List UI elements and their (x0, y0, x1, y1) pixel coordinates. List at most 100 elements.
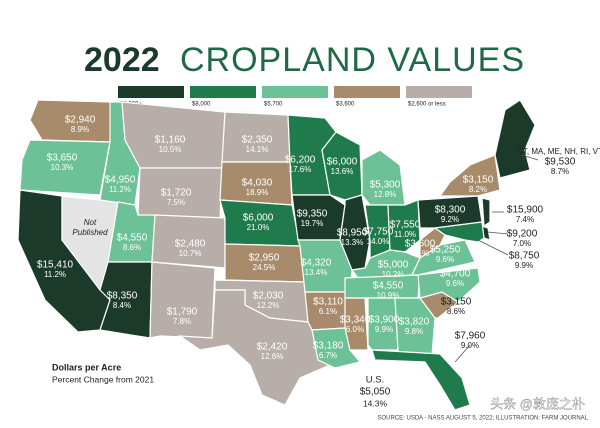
state-change: 8.7% (551, 167, 569, 176)
state-change: 19.7% (301, 219, 324, 228)
state-change: 8.2% (469, 185, 487, 194)
state-change: 10.7% (179, 249, 202, 258)
state-value: $7,550 (390, 220, 421, 231)
state-note: Published (72, 228, 108, 237)
state (419, 227, 446, 260)
state-change: 11.2% (109, 185, 131, 194)
state-change: 8.1% (411, 249, 429, 258)
state-value: $1,160 (155, 135, 186, 146)
state-value: $8,300 (435, 205, 466, 216)
state-value: $8,350 (107, 291, 138, 302)
state-value: $3,150 (441, 297, 472, 308)
state-value: $2,350 (242, 135, 273, 146)
state-note: Not (84, 218, 97, 227)
state-change: 7.4% (516, 215, 534, 224)
state-value: $3,650 (47, 153, 78, 164)
state-change: 8.6% (447, 307, 465, 316)
state-change: 10.2% (382, 270, 405, 279)
us-change: 14.3% (363, 398, 388, 408)
states (17, 99, 536, 411)
us-value: $5,050 (360, 387, 391, 398)
state-change: 8.6% (123, 243, 141, 252)
state (367, 297, 399, 351)
state-value: $9,200 (507, 229, 538, 240)
state-change: 9.6% (446, 279, 464, 288)
legend-swatch (406, 86, 472, 98)
legend-label: $3,600 (336, 102, 355, 108)
state-value: $2,030 (253, 291, 284, 302)
state-change: 7.0% (513, 239, 531, 248)
state-value: $6,200 (285, 155, 316, 166)
state-value: $6,000 (243, 213, 274, 224)
state-value: $9,530 (545, 157, 576, 168)
state-value: $5,250 (430, 245, 461, 256)
legend-label: $8,000 (192, 102, 211, 108)
state (19, 139, 111, 196)
key-title: Dollars per Acre (52, 362, 121, 372)
state-value: $2,950 (249, 253, 280, 264)
state-change: 11.2% (44, 270, 66, 279)
state-value: $1,720 (161, 188, 192, 199)
state-change: 6.1% (319, 307, 337, 316)
state-value: $3,150 (463, 175, 494, 186)
state-group-name: CT, MA, ME, NH, RI, VT (517, 147, 600, 156)
state (494, 99, 536, 179)
state-value: $2,420 (257, 342, 288, 353)
state-change: 12.8% (374, 190, 397, 199)
key-subtitle: Percent Change from 2021 (52, 374, 154, 384)
state-change: 13.6% (331, 167, 354, 176)
title-year: 2022 (84, 41, 160, 79)
state-labels: $2,9408.9%$3,65010.3%$15,41011.2%NotPubl… (37, 115, 600, 361)
state-change: 7.5% (167, 198, 185, 207)
us-label: U.S. (366, 375, 384, 386)
state-change: 9.9% (515, 261, 533, 270)
legend-swatch (334, 86, 400, 98)
state-value: $4,550 (117, 233, 148, 244)
state-change: 18.9% (246, 188, 269, 197)
state-change: 13.4% (305, 268, 328, 277)
state-value: $15,410 (37, 260, 74, 271)
state-value: $5,300 (370, 180, 401, 191)
state-value: $5,000 (378, 260, 409, 271)
state-value: $4,700 (440, 269, 471, 280)
state-change: 9.0% (461, 341, 479, 350)
state (481, 197, 491, 228)
state-change: 24.5% (253, 263, 276, 272)
state-value: $4,950 (105, 175, 136, 186)
state-value: $3,600 (405, 239, 436, 250)
state-value: $3,900 (369, 315, 400, 326)
state-change: 6.7% (319, 351, 337, 360)
state-change: 9.2% (441, 215, 459, 224)
state-value: $3,340 (340, 315, 371, 326)
watermark: 头条 @敦庞之朴 (490, 396, 585, 411)
leader-line (487, 231, 509, 235)
state-change: 14.0% (367, 237, 390, 246)
legend-label: $5,700 (264, 102, 283, 108)
state (371, 349, 471, 411)
state-value: $1,790 (167, 307, 198, 318)
leader-line (477, 239, 509, 256)
state-change: 9.6% (436, 255, 454, 264)
state-change: 14.1% (246, 145, 269, 154)
state-value: $8,750 (509, 251, 540, 262)
state-value: $4,550 (373, 281, 404, 292)
state-value: $2,940 (65, 115, 96, 126)
state-value: $6,000 (327, 157, 358, 168)
state-change: 11.0% (394, 230, 416, 239)
legend-swatch (118, 86, 184, 98)
state-change: 8.4% (113, 301, 131, 310)
state-value: $15,900 (507, 205, 544, 216)
state-value: $9,350 (297, 209, 328, 220)
title-text: CROPLAND VALUES (180, 41, 525, 79)
leader-line (521, 154, 539, 161)
state-change: 10.9% (377, 291, 400, 300)
state-change: 21.0% (247, 223, 270, 232)
state-value: $7,960 (455, 331, 486, 342)
state (149, 261, 216, 339)
state-change: 8.9% (71, 125, 89, 134)
state-value: $4,030 (242, 178, 273, 189)
state-change: 12.6% (261, 352, 284, 361)
state-change: 17.6% (289, 165, 312, 174)
state-change: 10.3% (51, 163, 74, 172)
